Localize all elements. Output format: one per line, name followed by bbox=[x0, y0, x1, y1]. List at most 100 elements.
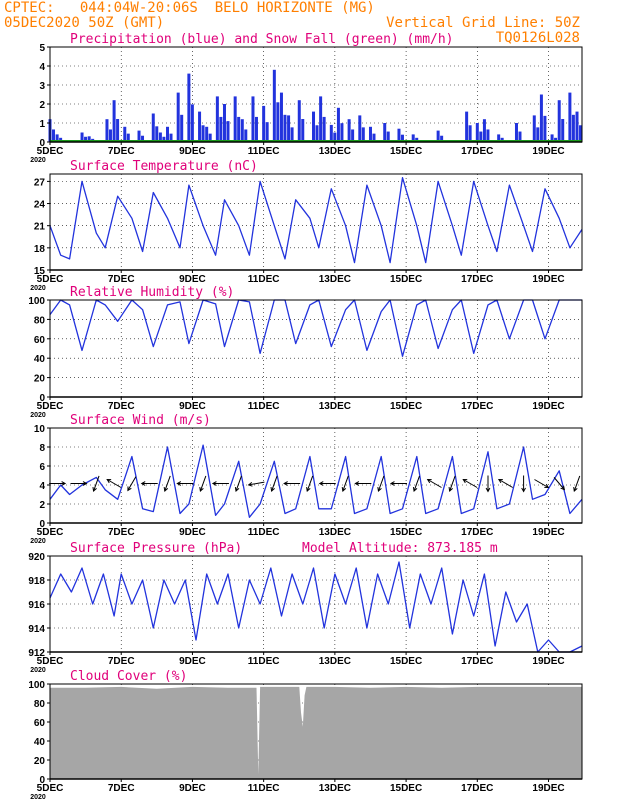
x-tick-label: 9DEC bbox=[179, 274, 206, 285]
wind-arrow-head bbox=[234, 486, 240, 492]
precip-bar bbox=[55, 134, 59, 142]
x-tick-label: 7DEC bbox=[108, 527, 135, 538]
precip-bar bbox=[358, 115, 362, 142]
precip-bar bbox=[283, 114, 287, 142]
y-tick-label: 100 bbox=[28, 680, 45, 691]
precip-bar bbox=[205, 126, 209, 142]
precip-bar bbox=[312, 111, 316, 142]
y-tick-label: 0 bbox=[39, 519, 45, 530]
precip-bar bbox=[123, 126, 127, 142]
precip-bar bbox=[543, 115, 547, 142]
x-tick-label: 19DEC bbox=[532, 527, 564, 538]
year-label: 2020 bbox=[30, 794, 46, 800]
model-id: TQ0126L028 bbox=[495, 30, 580, 46]
wind-arrow bbox=[377, 475, 385, 492]
x-tick-label: 9DEC bbox=[179, 527, 206, 538]
x-tick-label: 17DEC bbox=[461, 527, 493, 538]
x-tick-label: 15DEC bbox=[390, 656, 422, 667]
wind-arrow bbox=[106, 479, 122, 488]
precip-bar bbox=[244, 129, 248, 142]
precip-bar bbox=[333, 132, 337, 142]
wind-arrow-head bbox=[306, 486, 311, 492]
run-date: 05DEC2020 50Z (GMT) bbox=[4, 15, 165, 31]
precip-bar bbox=[84, 136, 88, 142]
y-tick-label: 2 bbox=[39, 100, 45, 111]
panel-frame bbox=[49, 427, 583, 524]
x-tick-label: 11DEC bbox=[248, 527, 280, 538]
wind-arrow-head bbox=[497, 478, 503, 484]
precip-bar bbox=[265, 122, 269, 142]
year-label: 2020 bbox=[30, 157, 46, 164]
chart-header: CPTEC: 044:04W-20:06S BELO HORIZONTE (MG… bbox=[0, 0, 618, 46]
x-tick-label: 15DEC bbox=[390, 527, 422, 538]
x-tick-label: 15DEC bbox=[390, 783, 422, 794]
x-tick-label: 13DEC bbox=[319, 146, 351, 157]
precip-bar bbox=[201, 125, 205, 142]
x-tick-label: 15DEC bbox=[390, 274, 422, 285]
y-tick-label: 4 bbox=[39, 62, 45, 73]
y-tick-label: 20 bbox=[34, 756, 46, 767]
precip-bar bbox=[240, 119, 244, 142]
x-tick-label: 17DEC bbox=[461, 146, 493, 157]
precip-bar bbox=[222, 104, 226, 142]
series-line bbox=[49, 561, 583, 653]
precip-bar bbox=[411, 134, 415, 142]
wind-arrow bbox=[573, 475, 581, 492]
precip-bar bbox=[155, 126, 159, 142]
wind-arrow-head bbox=[163, 486, 169, 492]
x-tick-label: 7DEC bbox=[108, 146, 135, 157]
precip-bar bbox=[465, 111, 469, 142]
precip-bar bbox=[137, 130, 141, 142]
y-tick-label: 0 bbox=[39, 393, 45, 404]
wind-arrow-head bbox=[211, 481, 217, 486]
precip-bar bbox=[571, 114, 575, 142]
panel-title: Relative Humidity (%) bbox=[70, 285, 234, 300]
wind-arrow-head bbox=[377, 486, 382, 492]
x-tick-label: 7DEC bbox=[108, 656, 135, 667]
precip-bar bbox=[208, 133, 212, 142]
precip-bar bbox=[297, 100, 301, 142]
y-tick-label: 2 bbox=[39, 500, 45, 511]
wind-arrow-head bbox=[389, 481, 395, 486]
precip-bar bbox=[162, 136, 166, 142]
precip-bar bbox=[215, 96, 219, 142]
x-tick-label: 9DEC bbox=[179, 783, 206, 794]
precip-bar bbox=[554, 137, 558, 142]
x-tick-label: 19DEC bbox=[532, 401, 564, 412]
wind-arrow-head bbox=[462, 478, 468, 484]
precip-bar bbox=[187, 73, 191, 142]
precip-bar bbox=[500, 137, 504, 142]
y-tick-label: 40 bbox=[34, 737, 46, 748]
y-tick-label: 912 bbox=[28, 648, 45, 659]
y-tick-label: 40 bbox=[34, 354, 46, 365]
x-tick-label: 11DEC bbox=[248, 146, 280, 157]
precip-bar bbox=[166, 126, 170, 142]
y-tick-label: 80 bbox=[34, 699, 46, 710]
precip-bar bbox=[287, 115, 291, 142]
wind-arrow-head bbox=[560, 485, 566, 491]
wind-arrow-head bbox=[448, 486, 453, 492]
y-tick-label: 10 bbox=[34, 424, 46, 435]
x-tick-label: 13DEC bbox=[319, 274, 351, 285]
y-tick-label: 914 bbox=[28, 624, 45, 635]
wind-arrow bbox=[498, 479, 513, 488]
precip-bar bbox=[116, 119, 120, 142]
precip-bar bbox=[550, 134, 554, 142]
x-tick-label: 9DEC bbox=[179, 146, 206, 157]
precip-bar bbox=[251, 96, 255, 142]
wind-arrow-head bbox=[82, 481, 88, 486]
y-tick-label: 21 bbox=[34, 222, 46, 233]
precip-bar bbox=[415, 137, 419, 142]
panel-title: Surface Temperature (nC) bbox=[70, 159, 258, 174]
panel-subtitle: Model Altitude: 873.185 m bbox=[302, 541, 498, 556]
wind-arrow bbox=[235, 475, 242, 492]
wind-arrow-head bbox=[354, 481, 360, 486]
year-label: 2020 bbox=[30, 412, 46, 419]
x-tick-label: 19DEC bbox=[532, 274, 564, 285]
y-tick-label: 920 bbox=[28, 552, 45, 563]
x-tick-label: 19DEC bbox=[532, 146, 564, 157]
wind-arrow-head bbox=[573, 486, 578, 492]
wind-arrow bbox=[127, 476, 137, 491]
precip-bar bbox=[340, 123, 344, 142]
precip-bar bbox=[180, 114, 184, 142]
